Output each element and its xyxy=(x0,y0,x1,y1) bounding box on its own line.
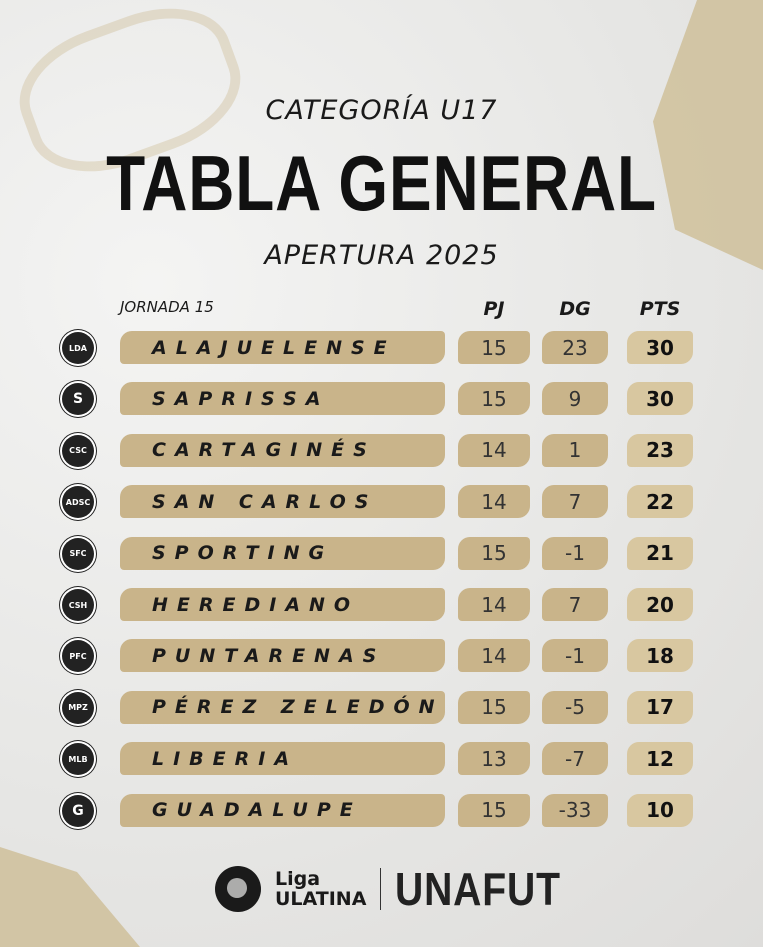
played-cell: 14 xyxy=(458,639,530,673)
played-cell: 15 xyxy=(458,536,530,570)
team-crest-icon: CSC xyxy=(62,434,94,467)
team-crest-icon: MLB xyxy=(62,743,94,776)
points-cell: 20 xyxy=(627,588,693,621)
team-crest-icon: SFC xyxy=(62,537,94,570)
column-header-dg: DG xyxy=(559,298,591,320)
liga-ulatina-logo: Liga ULATINA xyxy=(275,869,366,909)
team-crest-icon: PFC xyxy=(62,640,94,673)
liga-ulatina-logo-icon xyxy=(215,866,261,912)
points-cell: 12 xyxy=(627,742,693,776)
liga-text-line2: ULATINA xyxy=(275,888,367,910)
table-row: LDA ALAJUELENSE 15 23 30 xyxy=(0,331,763,365)
points-cell: 22 xyxy=(627,485,693,519)
points-cell: 21 xyxy=(627,536,693,570)
team-crest-icon: LDA xyxy=(62,332,94,364)
column-header-pts: PTS xyxy=(639,298,681,320)
team-crest-icon: G xyxy=(62,794,94,827)
points-cell: 30 xyxy=(627,331,693,364)
unafut-logo: UNAFUT xyxy=(395,863,562,915)
points-cell: 18 xyxy=(627,639,693,673)
table-row: MLB LIBERIA 13 -7 12 xyxy=(0,742,763,776)
page-title: TABLA GENERAL xyxy=(106,139,657,227)
goal-difference-cell: -1 xyxy=(542,536,608,570)
played-cell: 14 xyxy=(458,433,530,467)
played-cell: 14 xyxy=(458,588,530,621)
category-label: CATEGORÍA U17 xyxy=(265,95,498,126)
team-name: HEREDIANO xyxy=(120,588,445,621)
played-cell: 15 xyxy=(458,690,530,724)
team-crest-icon: ADSC xyxy=(62,486,94,519)
table-row: S SAPRISSA 15 9 30 xyxy=(0,382,763,416)
team-name: ALAJUELENSE xyxy=(120,331,445,364)
team-crest-icon: MPZ xyxy=(62,691,94,724)
team-name: GUADALUPE xyxy=(120,793,445,827)
tournament-label: APERTURA 2025 xyxy=(264,240,499,271)
team-crest-icon: S xyxy=(62,383,94,416)
points-cell: 10 xyxy=(627,793,693,827)
divider xyxy=(380,868,382,910)
team-name: SPORTING xyxy=(120,536,445,570)
table-row: MPZ PÉREZ ZELEDÓN 15 -5 17 xyxy=(0,690,763,725)
played-cell: 14 xyxy=(458,485,530,519)
table-row: SFC SPORTING 15 -1 21 xyxy=(0,536,763,571)
round-label: JORNADA 15 xyxy=(120,298,214,316)
goal-difference-cell: -33 xyxy=(542,793,608,827)
goal-difference-cell: -7 xyxy=(542,742,608,776)
goal-difference-cell: 1 xyxy=(542,433,608,467)
team-name: CARTAGINÉS xyxy=(120,433,445,467)
table-row: CSC CARTAGINÉS 14 1 23 xyxy=(0,433,763,468)
team-name: LIBERIA xyxy=(120,742,445,776)
played-cell: 15 xyxy=(458,331,530,364)
goal-difference-cell: 7 xyxy=(542,588,608,621)
goal-difference-cell: 7 xyxy=(542,485,608,519)
team-crest-icon: CSH xyxy=(62,589,94,621)
goal-difference-cell: 23 xyxy=(542,331,608,364)
goal-difference-cell: -1 xyxy=(542,639,608,673)
played-cell: 15 xyxy=(458,382,530,416)
table-row: G GUADALUPE 15 -33 10 xyxy=(0,793,763,828)
team-name: PUNTARENAS xyxy=(120,639,445,673)
table-row: PFC PUNTARENAS 14 -1 18 xyxy=(0,639,763,673)
points-cell: 17 xyxy=(627,690,693,724)
team-name: PÉREZ ZELEDÓN xyxy=(120,690,445,724)
table-row: CSH HEREDIANO 14 7 20 xyxy=(0,588,763,622)
table-row: ADSC SAN CARLOS 14 7 22 xyxy=(0,485,763,519)
goal-difference-cell: -5 xyxy=(542,690,608,724)
column-header-pj: PJ xyxy=(483,298,505,320)
liga-text-line1: Liga xyxy=(275,868,321,890)
points-cell: 30 xyxy=(627,382,693,416)
played-cell: 13 xyxy=(458,742,530,776)
played-cell: 15 xyxy=(458,793,530,827)
team-name: SAN CARLOS xyxy=(120,485,445,519)
team-name: SAPRISSA xyxy=(120,382,445,416)
points-cell: 23 xyxy=(627,433,693,467)
footer-logos: Liga ULATINA UNAFUT xyxy=(215,862,590,916)
goal-difference-cell: 9 xyxy=(542,382,608,416)
